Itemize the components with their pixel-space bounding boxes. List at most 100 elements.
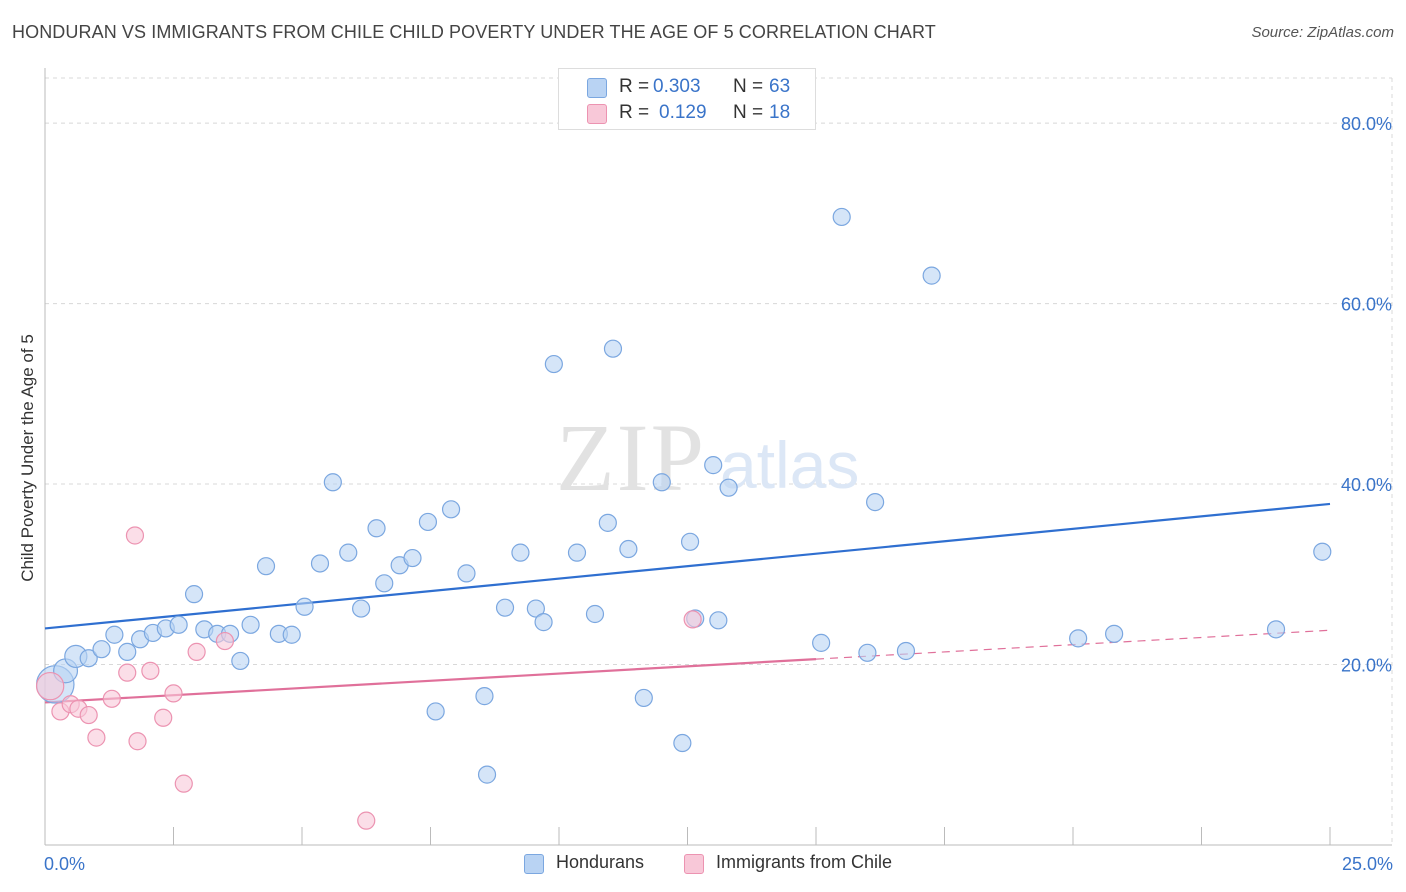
honduran-point	[367, 519, 386, 538]
chile-point	[79, 705, 98, 725]
honduran-point	[256, 557, 276, 576]
y-tick-label: 40.0%	[1341, 475, 1392, 495]
n-label: N =	[733, 102, 764, 123]
chile-point	[154, 708, 173, 727]
honduran-point	[475, 687, 494, 706]
honduran-point	[323, 473, 342, 492]
honduran-point	[441, 500, 461, 519]
honduran-point	[598, 513, 617, 532]
honduran-point	[858, 643, 877, 662]
chile-point	[118, 663, 137, 682]
watermark-atlas: atlas	[720, 428, 859, 502]
chile-point	[215, 631, 234, 651]
n-value: 18	[769, 102, 791, 123]
honduran-point	[680, 532, 700, 551]
honduran-point	[375, 574, 394, 593]
honduran-point	[896, 641, 916, 661]
honduran-point	[426, 702, 445, 721]
honduran-point	[812, 633, 831, 652]
honduran-point	[866, 493, 885, 512]
chile-point	[164, 684, 183, 703]
honduran-point	[585, 604, 605, 624]
honduran-point	[310, 554, 330, 573]
honduran-point	[704, 456, 723, 475]
legend-label: Immigrants from Chile	[716, 852, 893, 872]
honduran-point	[118, 642, 137, 661]
chile-point	[35, 671, 65, 701]
stats-legend: R = 0.303 N = 63 R = 0.129 N = 18	[558, 68, 816, 130]
chile-point	[125, 526, 145, 545]
legend-swatch-pink	[587, 104, 607, 124]
n-value: 63	[769, 76, 791, 97]
chile-point	[187, 642, 206, 661]
honduran-point	[169, 615, 188, 634]
y-tick-label: 80.0%	[1341, 114, 1392, 134]
honduran-point	[92, 640, 111, 659]
chile-point	[683, 610, 702, 629]
tick-labels: 20.0% 40.0% 60.0% 80.0% 0.0% 25.0%	[44, 114, 1393, 874]
chile-point	[174, 774, 193, 793]
x-tick-label: 25.0%	[1342, 854, 1393, 874]
source-label: Source: ZipAtlas.com	[1251, 24, 1394, 41]
honduran-point	[619, 539, 638, 559]
honduran-point	[534, 613, 553, 632]
honduran-point	[719, 478, 738, 497]
data-points	[35, 207, 1332, 830]
honduran-point	[709, 611, 728, 630]
honduran-point	[282, 625, 301, 644]
honduran-point	[652, 473, 671, 492]
honduran-point	[544, 354, 563, 374]
chile-point	[87, 728, 106, 747]
honduran-point	[184, 585, 204, 604]
series-legend: Hondurans Immigrants from Chile	[0, 852, 1406, 878]
honduran-point	[673, 733, 692, 753]
n-label: N =	[733, 76, 764, 97]
watermark-zip: ZIP	[556, 404, 706, 511]
honduran-point	[231, 651, 250, 671]
honduran-trend-line	[44, 502, 1331, 630]
honduran-point	[403, 548, 422, 568]
honduran-point	[526, 599, 545, 618]
honduran-point	[105, 625, 124, 644]
r-value: 0.129	[659, 102, 707, 123]
honduran-point	[79, 649, 98, 668]
axes	[44, 68, 1392, 846]
watermark: ZIP atlas	[556, 404, 859, 511]
y-tick-label: 60.0%	[1341, 295, 1392, 315]
honduran-point	[495, 598, 515, 617]
honduran-point	[457, 564, 476, 583]
honduran-point	[477, 765, 497, 784]
y-axis-label: Child Poverty Under the Age of 5	[18, 334, 37, 582]
honduran-point	[418, 512, 438, 532]
honduran-point	[634, 688, 653, 708]
honduran-point	[295, 597, 314, 616]
honduran-point	[352, 599, 371, 618]
honduran-point	[1069, 629, 1088, 648]
honduran-point	[603, 339, 623, 358]
y-tick-label: 20.0%	[1341, 656, 1392, 676]
chart-title: HONDURAN VS IMMIGRANTS FROM CHILE CHILD …	[12, 22, 936, 42]
honduran-point	[922, 266, 941, 285]
honduran-point	[567, 543, 587, 562]
legend-swatch-pink	[684, 854, 704, 874]
legend-label: Hondurans	[556, 852, 645, 872]
chile-point	[357, 811, 376, 830]
honduran-point	[1105, 624, 1124, 643]
legend-swatch-blue	[587, 78, 607, 98]
honduran-point	[1266, 620, 1286, 639]
chile-point	[128, 732, 147, 751]
r-label: R =	[619, 76, 650, 97]
honduran-point	[511, 543, 530, 562]
honduran-point	[339, 543, 358, 562]
chile-point	[102, 689, 121, 708]
honduran-point	[1313, 542, 1332, 561]
x-tick-label: 0.0%	[44, 854, 85, 874]
honduran-point	[832, 207, 851, 227]
legend-swatch-blue	[524, 854, 544, 874]
r-label: R =	[619, 102, 650, 123]
chile-point	[141, 661, 160, 680]
honduran-point	[241, 615, 260, 634]
r-value: 0.303	[653, 76, 701, 97]
chile-trend-line	[44, 658, 817, 704]
